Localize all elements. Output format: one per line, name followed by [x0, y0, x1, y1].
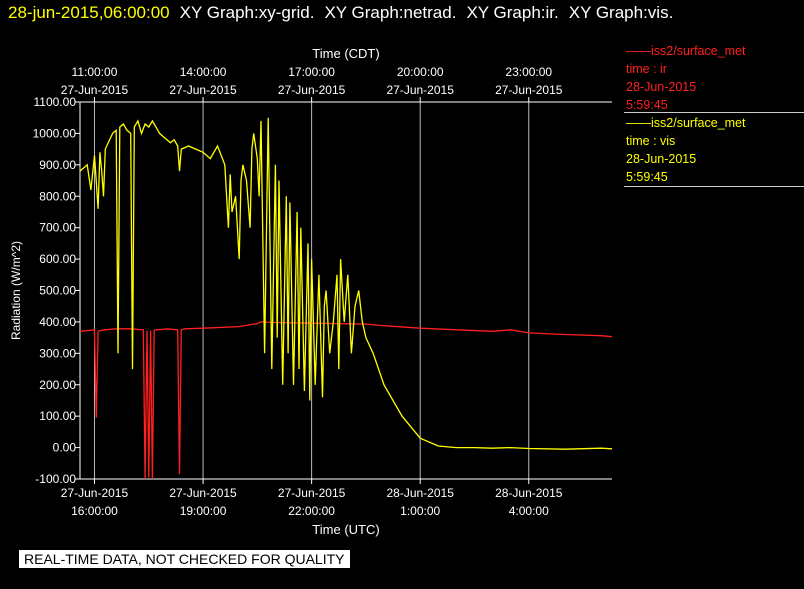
top-axis-title: Time (CDT)	[312, 46, 379, 61]
y-tick-label: 900.00	[39, 158, 76, 172]
y-tick-label: 300.00	[39, 346, 76, 360]
y-tick-label: 200.00	[39, 378, 76, 392]
top-tick-label-date: 27-Jun-2015	[495, 83, 563, 97]
legend-vis: ——iss2/surface_met time : vis 28-Jun-201…	[624, 112, 804, 187]
x-tick-label-date: 27-Jun-2015	[278, 486, 346, 500]
x-tick-label-date: 28-Jun-2015	[386, 486, 454, 500]
y-tick-label: 800.00	[39, 189, 76, 203]
y-tick-label: 1100.00	[34, 95, 77, 109]
graph-label-netrad: XY Graph:netrad.	[324, 3, 457, 22]
series-line-ir	[79, 321, 613, 480]
x-tick-label-time: 4:00:00	[509, 504, 549, 518]
top-tick-label-date: 27-Jun-2015	[278, 83, 346, 97]
x-tick-label-time: 19:00:00	[180, 504, 227, 518]
top-tick-label-time: 11:00:00	[72, 65, 118, 79]
legend-vis-time: 5:59:45	[626, 170, 668, 184]
top-tick-label-date: 27-Jun-2015	[169, 83, 237, 97]
x-tick-label-time: 16:00:00	[71, 504, 118, 518]
top-tick-label-time: 17:00:00	[288, 65, 335, 79]
graph-label-vis: XY Graph:vis.	[568, 3, 674, 22]
legend-ir-source: ——iss2/surface_met	[626, 44, 746, 58]
y-axis-title: Radiation (W/m^2)	[9, 241, 23, 340]
quality-notice: REAL-TIME DATA, NOT CHECKED FOR QUALITY	[19, 550, 351, 568]
x-tick-label-date: 28-Jun-2015	[495, 486, 563, 500]
legend-vis-variable: time : vis	[626, 134, 676, 148]
series-line-vis	[79, 117, 613, 450]
graph-label-xy-grid: XY Graph:xy-grid.	[179, 3, 315, 22]
top-tick-label-time: 14:00:00	[180, 65, 227, 79]
y-tick-label: -100.00	[35, 472, 76, 486]
legend-ir-date: 28-Jun-2015	[626, 80, 697, 94]
timestamp-label: 28-jun-2015,06:00:00	[8, 3, 170, 22]
x-axis-title: Time (UTC)	[312, 522, 379, 537]
legend-separator	[624, 112, 804, 113]
y-tick-label: 500.00	[39, 284, 76, 298]
x-tick-label-date: 27-Jun-2015	[61, 486, 129, 500]
x-tick-label-time: 1:00:00	[400, 504, 440, 518]
y-tick-label: 700.00	[39, 221, 76, 235]
graph-label-ir: XY Graph:ir.	[466, 3, 559, 22]
header-title: 28-jun-2015,06:00:00 XY Graph:xy-grid. XY …	[8, 3, 673, 23]
legend-separator	[624, 186, 804, 187]
y-tick-label: 600.00	[39, 252, 76, 266]
x-tick-label-date: 27-Jun-2015	[169, 486, 237, 500]
y-tick-label: 400.00	[39, 315, 76, 329]
y-tick-label: 1000.00	[33, 126, 77, 140]
top-tick-label-time: 23:00:00	[505, 65, 552, 79]
legend-vis-source: ——iss2/surface_met	[626, 116, 746, 130]
y-tick-label: 100.00	[39, 409, 76, 423]
top-tick-label-time: 20:00:00	[397, 65, 444, 79]
top-tick-label-date: 27-Jun-2015	[61, 83, 129, 97]
legend-ir-time: 5:59:45	[626, 98, 668, 112]
x-tick-label-time: 22:00:00	[288, 504, 335, 518]
legend-vis-date: 28-Jun-2015	[626, 152, 697, 166]
top-tick-label-date: 27-Jun-2015	[386, 83, 454, 97]
legend-ir: ——iss2/surface_met time : ir 28-Jun-2015…	[626, 42, 804, 114]
legend-ir-variable: time : ir	[626, 62, 667, 76]
y-tick-label: 0.00	[53, 441, 77, 455]
